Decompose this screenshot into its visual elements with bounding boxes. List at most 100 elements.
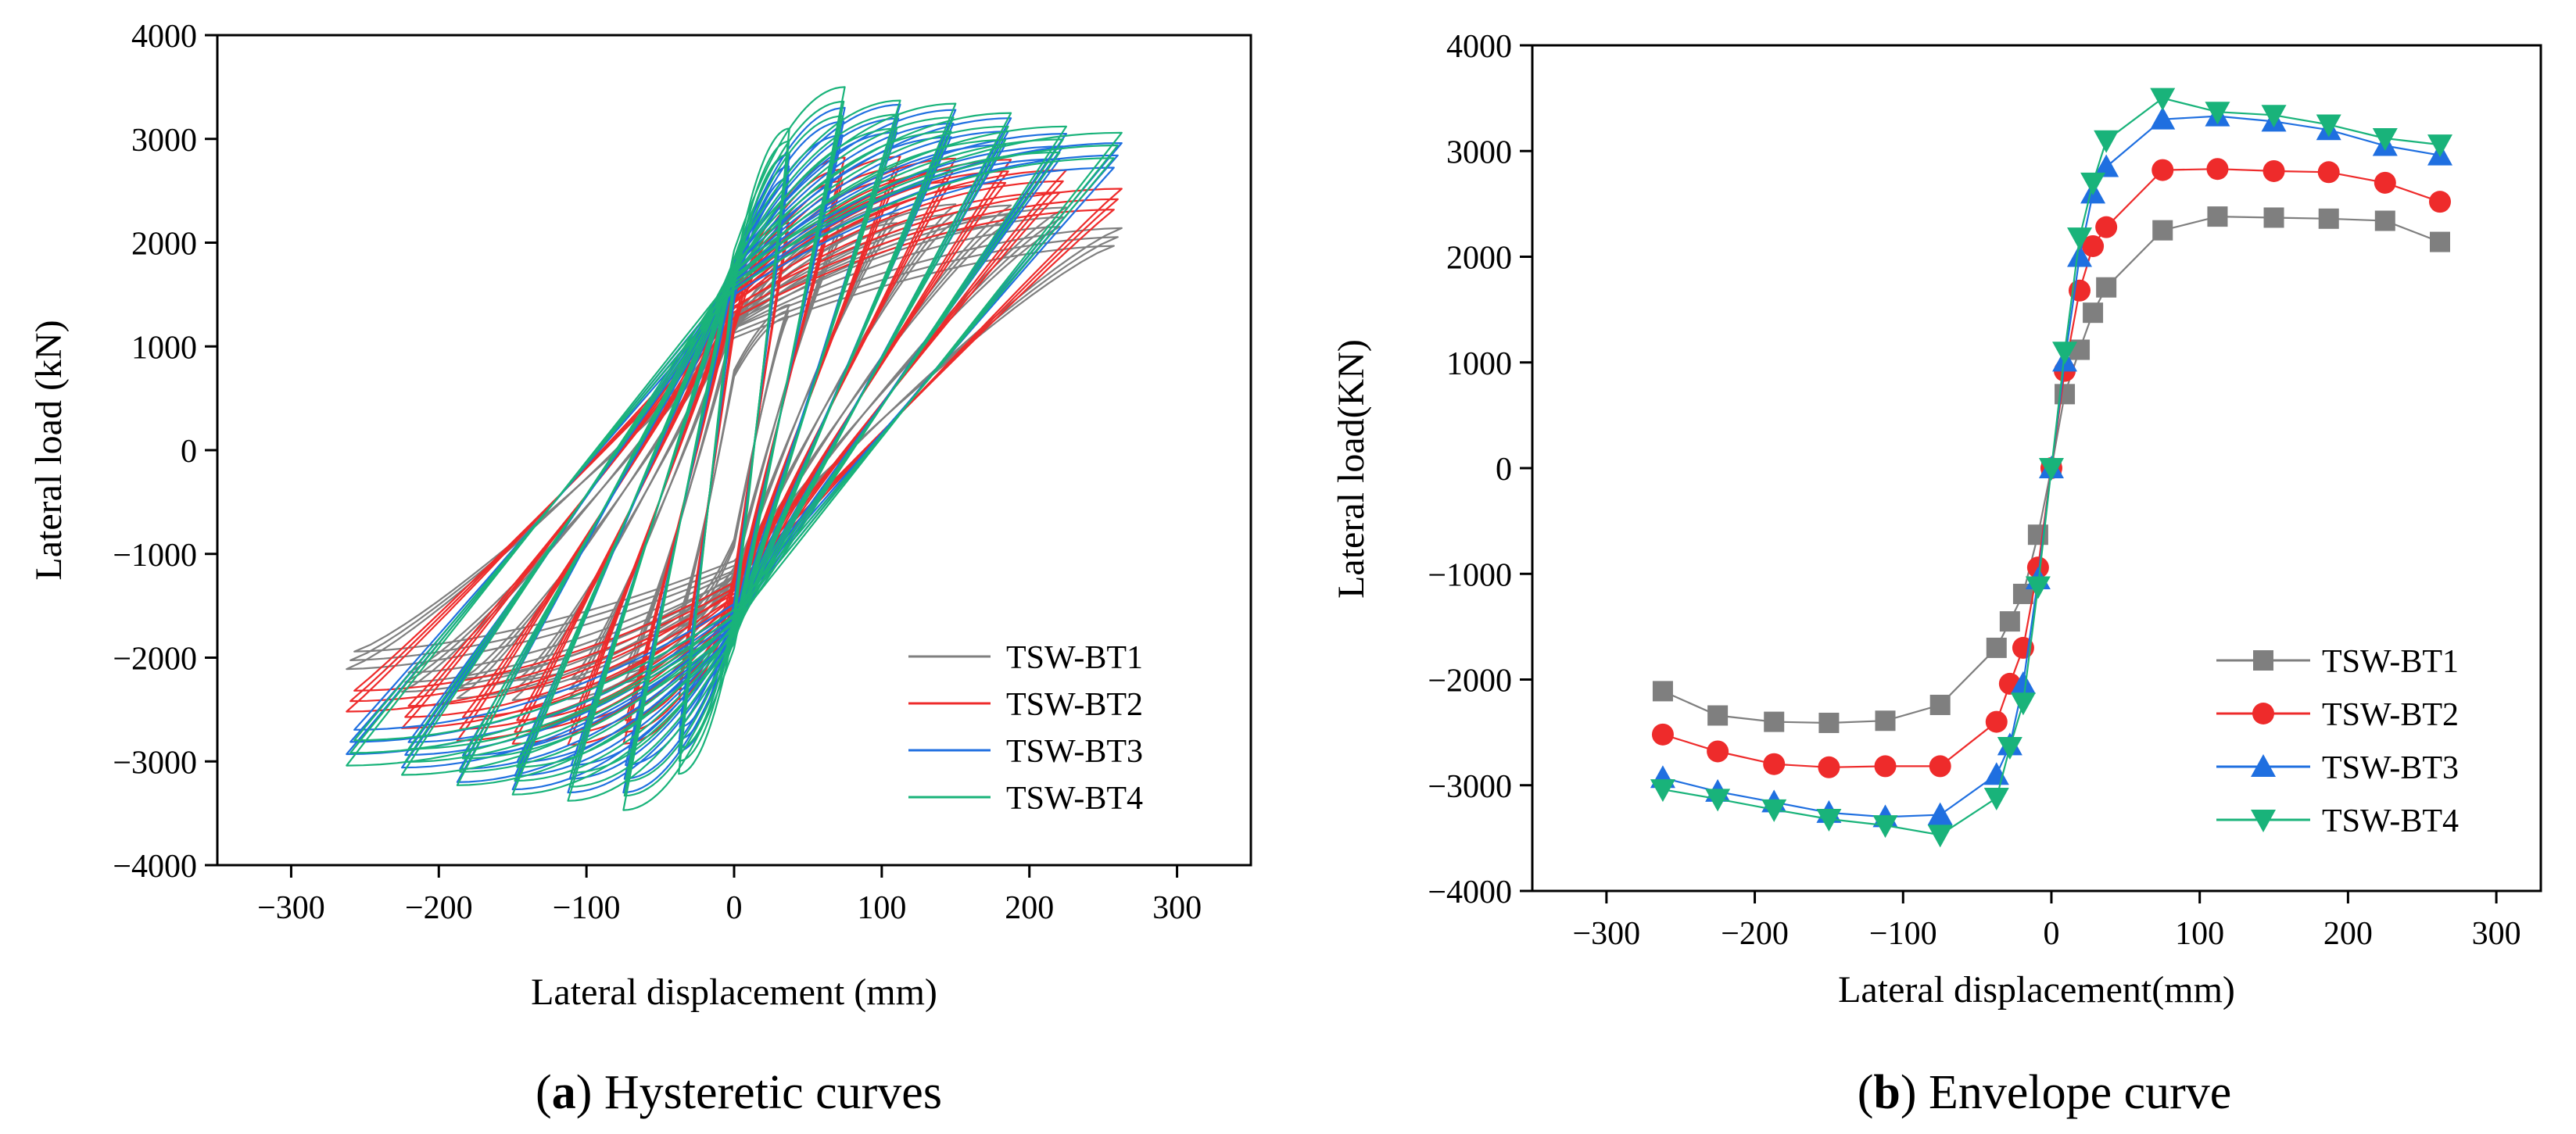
x-tick-label: −200	[1721, 916, 1789, 952]
hysteretic-x-ticks: −300 −200 −100 0 100 200 300	[257, 865, 1202, 926]
envelope-point	[1874, 755, 1897, 778]
x-tick-label: 100	[2175, 916, 2224, 952]
envelope-point	[1651, 723, 1674, 746]
envelope-y-ticks: −4000 −3000 −2000 −1000 0 1000 2000 3000 4000	[1428, 29, 1532, 910]
envelope-point	[2083, 302, 2104, 324]
envelope-point	[2429, 191, 2451, 213]
hysteretic-loop	[349, 198, 1119, 703]
envelope-point	[2150, 88, 2176, 111]
hysteretic-loop	[511, 102, 957, 796]
hysteretic-loop	[353, 245, 1115, 653]
hysteretic-y-axis-label: Lateral load (kN)	[28, 320, 70, 580]
hysteretic-loop	[404, 145, 1064, 757]
envelope-point	[2207, 206, 2228, 227]
y-tick-label: 3000	[131, 123, 197, 159]
hysteretic-loop	[349, 154, 1119, 743]
envelope-point	[2080, 172, 2106, 195]
hysteretic-chart: −300 −200 −100 0 100 200 300 −4000−3000−2000−1…	[28, 19, 1252, 1013]
envelope-point	[2150, 106, 2176, 130]
hysteretic-legend: TSW-BT1 TSW-BT2 TSW-BT3 TSW-BT4	[908, 640, 1143, 817]
hysteretic-curves	[346, 86, 1123, 811]
x-tick-label: 300	[1152, 890, 1202, 926]
hysteretic-loop	[407, 226, 1061, 674]
envelope-point	[1761, 799, 1787, 822]
envelope-point	[1875, 710, 1896, 732]
x-tick-label: 300	[2472, 916, 2521, 952]
envelope-point	[2374, 171, 2396, 194]
hysteretic-loop	[625, 115, 844, 782]
envelope-point	[2010, 671, 2036, 694]
envelope-point	[2082, 234, 2105, 257]
y-tick-label: −3000	[113, 745, 197, 781]
hysteretic-loop	[401, 125, 1067, 776]
envelope-point	[1927, 825, 1953, 848]
envelope-point	[1927, 802, 1953, 825]
legend-label-tsw-bt3: TSW-BT3	[2322, 750, 2459, 786]
y-tick-label: 4000	[1446, 29, 1512, 65]
hysteretic-series-tsw-bt4	[346, 86, 1123, 811]
x-tick-label: −300	[1573, 916, 1641, 952]
x-tick-label: 0	[726, 890, 743, 926]
caption-b-letter: b	[1873, 1066, 1900, 1119]
envelope-point	[2430, 231, 2450, 252]
envelope-x-axis-label: Lateral displacement(mm)	[1838, 969, 2235, 1011]
hysteretic-loop	[461, 181, 1007, 719]
y-tick-label: −2000	[1428, 664, 1512, 699]
envelope-point	[2067, 227, 2093, 251]
envelope-point	[2055, 384, 2076, 405]
envelope-point	[2205, 102, 2230, 125]
x-tick-label: −200	[405, 890, 473, 926]
hysteretic-loop	[346, 188, 1123, 713]
legend-marker-tsw-bt1	[2253, 650, 2273, 671]
legend-label-tsw-bt3: TSW-BT3	[1006, 734, 1143, 770]
envelope-point	[2317, 161, 2340, 184]
legend-label-tsw-bt4: TSW-BT4	[1006, 781, 1143, 817]
hysteretic-y-ticks: −4000 −3000 −2000 −1000 0 1000 2000 3000 4000	[113, 19, 217, 885]
caption-a-letter: a	[552, 1066, 576, 1119]
y-tick-label: −4000	[113, 849, 197, 885]
x-tick-label: 200	[2323, 916, 2373, 952]
envelope-point	[1983, 762, 2009, 785]
hysteretic-loop	[516, 223, 952, 681]
y-tick-label: 1000	[131, 330, 197, 366]
envelope-point	[1650, 779, 1675, 803]
envelope-point	[1763, 753, 1786, 775]
hysteretic-loop	[407, 158, 1061, 743]
envelope-point	[2010, 692, 2036, 716]
envelope-point	[2316, 114, 2341, 138]
envelope-point	[1764, 711, 1785, 732]
legend-label-tsw-bt1: TSW-BT1	[2322, 644, 2459, 680]
hysteretic-loop	[353, 157, 1115, 742]
envelope-curves	[1650, 88, 2452, 848]
x-tick-label: −300	[257, 890, 325, 926]
hysteretic-loop	[346, 131, 1123, 767]
envelope-point	[2025, 576, 2051, 599]
envelope-point	[1986, 637, 2007, 658]
envelope-point	[1929, 694, 1951, 715]
legend-marker-tsw-bt3	[2251, 754, 2276, 777]
legend-marker-tsw-bt4	[2251, 810, 2276, 832]
envelope-point	[1929, 755, 1951, 778]
envelope-point	[2052, 342, 2078, 365]
y-tick-label: 4000	[131, 19, 197, 55]
x-tick-label: 100	[857, 890, 906, 926]
envelope-point	[2038, 458, 2064, 481]
hysteretic-loop	[459, 170, 1009, 730]
envelope-x-ticks: −300 −200 −100 0 100 200 300	[1573, 891, 2521, 952]
envelope-point	[1816, 809, 1842, 832]
x-tick-label: 0	[2043, 916, 2059, 952]
legend-label-tsw-bt4: TSW-BT4	[2322, 803, 2459, 839]
y-tick-label: 1000	[1446, 346, 1512, 382]
envelope-point	[1983, 787, 2009, 810]
caption-b: (b) Envelope curve	[1858, 1066, 2232, 1119]
envelope-point	[2263, 207, 2284, 228]
envelope-point	[2206, 158, 2229, 181]
caption-b-text: Envelope curve	[1916, 1066, 2231, 1119]
y-tick-label: −3000	[1428, 769, 1512, 805]
y-tick-label: 0	[1496, 452, 1512, 488]
hysteretic-loop	[404, 138, 1064, 763]
envelope-point	[2263, 159, 2285, 182]
envelope-point	[1652, 681, 1673, 702]
envelope-point	[2152, 220, 2173, 241]
